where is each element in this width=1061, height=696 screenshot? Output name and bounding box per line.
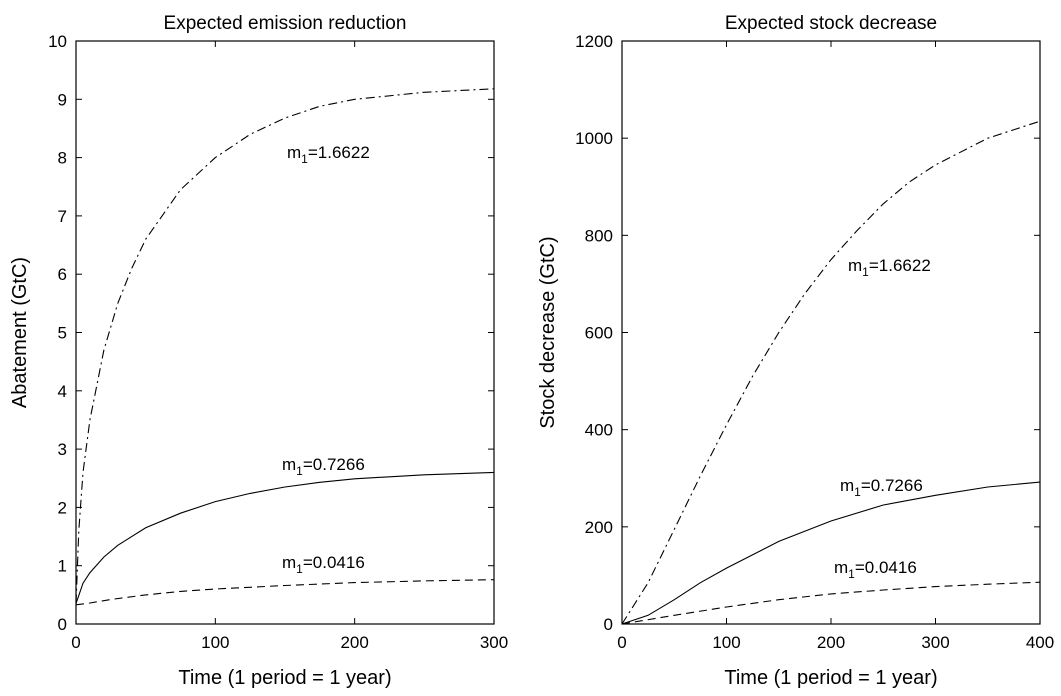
series-line-dashdot [621,120,1041,625]
y-tick-label: 3 [58,440,67,459]
x-axis-label: Time (1 period = 1 year) [178,667,391,689]
y-tick-label: 10 [48,32,67,51]
series-line-dashed [621,581,1041,625]
y-tick-label: 1000 [575,129,613,148]
y-tick-label: 9 [58,90,67,109]
x-tick-label: 400 [1026,633,1054,652]
y-tick-label: 7 [58,207,67,226]
y-tick-label: 0 [604,615,613,634]
x-tick-label: 100 [712,633,740,652]
series-label: m1=0.0416 [834,558,917,581]
y-tick-label: 1 [58,557,67,576]
series-label: m1=1.6622 [848,256,931,279]
y-tick-label: 0 [58,615,67,634]
y-tick-label: 8 [58,149,67,168]
y-tick-label: 1200 [575,32,613,51]
series-line-solid [621,481,1041,625]
y-tick-label: 4 [58,382,67,401]
chart-panel-2: Expected stock decrease 0 100 200 300 400 0 200… [537,13,1054,689]
x-axis-label: Time (1 period = 1 year) [724,667,937,689]
y-tick-label: 400 [585,421,613,440]
plot-frame [75,40,495,625]
y-tick-label: 6 [58,265,67,284]
y-tick-label: 600 [585,324,613,343]
series-label: m1=0.7266 [282,455,365,478]
y-tick-label: 800 [585,226,613,245]
y-tick-label: 2 [58,498,67,517]
y-axis-label: Stock decrease (GtC) [537,236,559,428]
x-tick-label: 100 [201,633,229,652]
series-label: m1=1.6622 [287,143,370,166]
series-line-solid [75,471,495,604]
chart-title: Expected stock decrease [725,13,937,34]
plot-frame [621,40,1041,625]
x-tick-label: 300 [921,633,949,652]
series-line-dashed [75,579,495,606]
y-tick-label: 5 [58,324,67,343]
x-tick-label: 200 [817,633,845,652]
x-tick-label: 0 [617,633,626,652]
chart-title: Expected emission reduction [164,13,407,34]
x-tick-label: 0 [71,633,80,652]
x-tick-label: 200 [340,633,368,652]
y-tick-label: 200 [585,518,613,537]
x-tick-label: 300 [480,633,508,652]
series-label: m1=0.7266 [840,476,923,499]
y-axis-label: Abatement (GtC) [9,257,31,408]
chart-panel-1: Expected emission reduction 0 100 200 300 0 1 2… [9,13,508,689]
series-line-dashdot [75,88,495,604]
series-label: m1=0.0416 [282,553,365,576]
